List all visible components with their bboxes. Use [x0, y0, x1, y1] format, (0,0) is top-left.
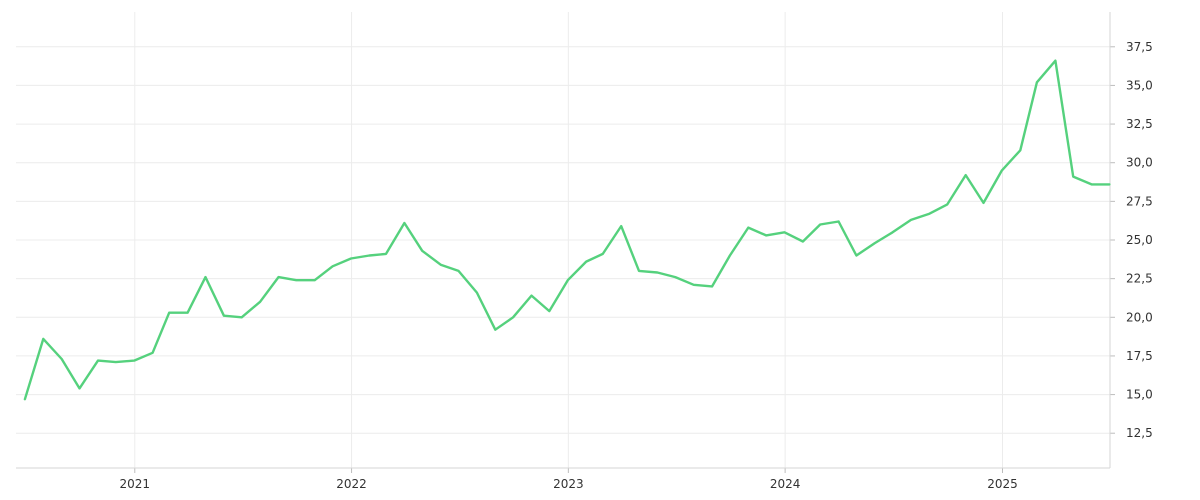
y-tick-label: 17,5: [1126, 349, 1153, 363]
series-line: [23, 59, 1111, 401]
y-tick-label: 20,0: [1126, 310, 1153, 324]
x-tick-label: 2024: [770, 477, 801, 491]
y-tick-label: 27,5: [1126, 194, 1153, 208]
y-tick-label: 32,5: [1126, 117, 1153, 131]
series: [23, 59, 1111, 401]
y-tick-label: 37,5: [1126, 40, 1153, 54]
grid: [16, 12, 1110, 468]
x-tick-label: 2023: [553, 477, 584, 491]
axes: [16, 12, 1115, 473]
y-tick-label: 12,5: [1126, 426, 1153, 440]
y-tick-label: 30,0: [1126, 156, 1153, 170]
y-tick-label: 22,5: [1126, 272, 1153, 286]
x-tick-label: 2022: [336, 477, 367, 491]
y-tick-label: 15,0: [1126, 388, 1153, 402]
y-tick-label: 25,0: [1126, 233, 1153, 247]
tick-labels: 12,5 15,0 17,5 20,0 22,5 25,0 27,5 30,0 32,5 35,0…: [120, 40, 1153, 491]
y-tick-label: 35,0: [1126, 78, 1153, 92]
x-tick-label: 2021: [120, 477, 151, 491]
x-tick-label: 2025: [987, 477, 1018, 491]
